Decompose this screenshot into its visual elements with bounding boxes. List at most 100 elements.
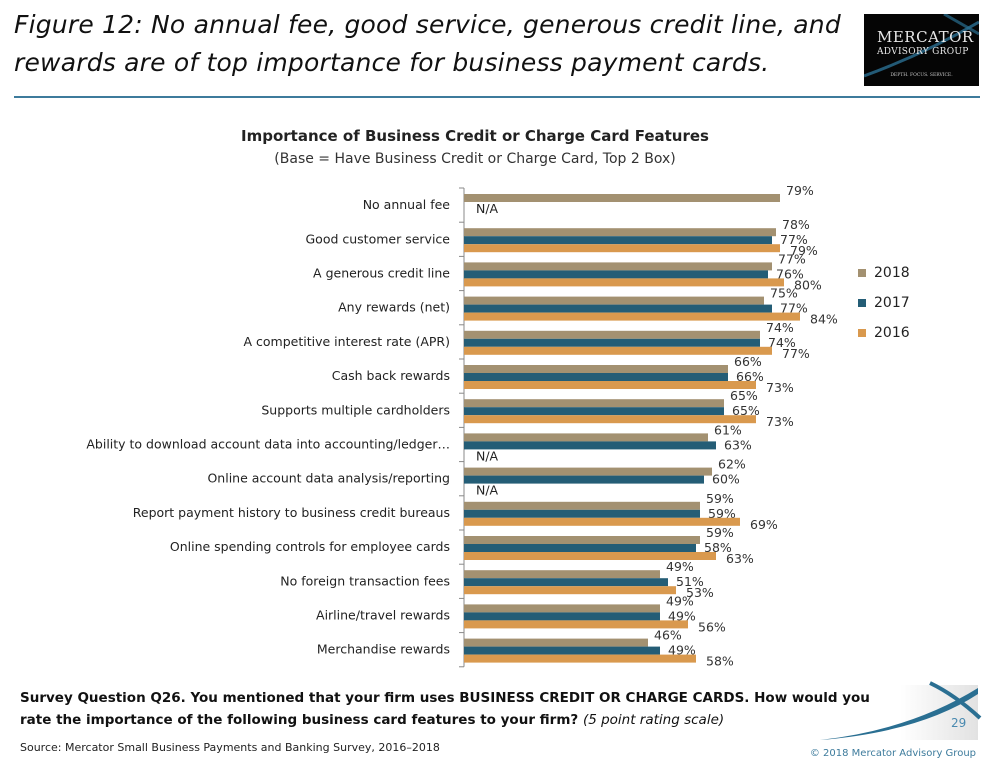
title-divider xyxy=(14,96,980,98)
category-label: Online account data analysis/reporting xyxy=(207,471,450,486)
bar-2017 xyxy=(464,441,716,450)
data-label: 78% xyxy=(782,217,810,232)
data-label: 73% xyxy=(766,380,794,395)
data-label: 63% xyxy=(726,551,754,566)
data-label: 59% xyxy=(706,491,734,506)
category-label: Merchandise rewards xyxy=(317,642,450,657)
footer-swoosh-icon xyxy=(820,681,982,740)
na-label: N/A xyxy=(476,201,499,216)
legend-item-2016: 2016 xyxy=(858,318,910,348)
data-label: 49% xyxy=(668,608,696,623)
slide-title: Figure 12: No annual fee, good service, … xyxy=(14,10,841,77)
category-label: No annual fee xyxy=(363,197,451,212)
bar-2016 xyxy=(464,586,676,595)
bar-2018 xyxy=(464,467,712,476)
data-label: 46% xyxy=(654,628,682,643)
category-label: A competitive interest rate (APR) xyxy=(244,334,450,349)
data-label: 73% xyxy=(766,414,794,429)
data-label: 77% xyxy=(782,346,810,361)
bar-2017 xyxy=(464,304,772,313)
bar-2017 xyxy=(464,373,728,381)
data-label: 58% xyxy=(706,654,734,669)
bar-2018 xyxy=(464,262,772,271)
data-label: 80% xyxy=(794,277,822,292)
bar-2018 xyxy=(464,604,660,613)
data-label: 84% xyxy=(810,312,838,327)
bar-2018 xyxy=(464,536,700,544)
data-label: 66% xyxy=(736,369,764,384)
data-label: 69% xyxy=(750,517,778,532)
category-label: No foreign transaction fees xyxy=(280,573,450,588)
data-label: 59% xyxy=(708,506,736,521)
data-label: 49% xyxy=(666,593,694,608)
bar-2018 xyxy=(464,228,776,237)
legend-swatch xyxy=(858,329,866,337)
chart-legend: 2018 2017 2016 xyxy=(858,258,910,348)
bar-2017 xyxy=(464,270,768,279)
category-label: Report payment history to business credi… xyxy=(133,505,450,520)
legend-item-2017: 2017 xyxy=(858,288,910,318)
bar-2018 xyxy=(464,433,708,442)
source-note: Source: Mercator Small Business Payments… xyxy=(20,741,440,754)
bar-2018 xyxy=(464,570,660,579)
logo-line1: MERCATOR xyxy=(877,28,974,46)
bar-2017 xyxy=(464,612,660,621)
category-label: Airline/travel rewards xyxy=(316,608,450,623)
mercator-logo: MERCATOR ADVISORY GROUP DEPTH. FOCUS. SE… xyxy=(864,14,979,86)
bar-2016 xyxy=(464,517,740,526)
chart-title: Importance of Business Credit or Charge … xyxy=(241,127,709,145)
data-label: 77% xyxy=(778,251,806,266)
bar-2017 xyxy=(464,407,724,416)
category-label: Good customer service xyxy=(305,231,450,246)
legend-label: 2018 xyxy=(874,265,910,281)
legend-label: 2016 xyxy=(874,325,910,341)
data-label: 61% xyxy=(714,422,742,437)
data-label: 79% xyxy=(790,243,818,258)
data-label: 77% xyxy=(780,232,808,247)
bar-2016 xyxy=(464,381,756,389)
data-label: 59% xyxy=(706,525,734,540)
data-label: 53% xyxy=(686,585,714,600)
bar-2018 xyxy=(464,194,780,202)
bar-2016 xyxy=(464,244,780,253)
category-label: Ability to download account data into ac… xyxy=(86,437,450,452)
category-label: Any rewards (net) xyxy=(338,300,450,315)
na-label: N/A xyxy=(476,483,499,498)
bar-2017 xyxy=(464,578,668,587)
data-label: 79% xyxy=(786,183,814,198)
data-label: 77% xyxy=(780,301,808,316)
legend-item-2018: 2018 xyxy=(858,258,910,288)
survey-question: Survey Question Q26. You mentioned that … xyxy=(20,687,900,731)
bar-2016 xyxy=(464,278,784,287)
category-label: Supports multiple cardholders xyxy=(261,402,450,417)
category-label: A generous credit line xyxy=(313,266,450,281)
bar-2018 xyxy=(464,501,700,510)
data-label: 75% xyxy=(770,286,798,301)
bar-2017 xyxy=(464,236,772,245)
bar-2016 xyxy=(464,620,688,629)
bar-2016 xyxy=(464,415,756,424)
data-label: 65% xyxy=(732,403,760,418)
bar-2018 xyxy=(464,638,648,647)
logo-line2: ADVISORY GROUP xyxy=(877,47,969,57)
data-label: 74% xyxy=(766,320,794,335)
page-number: 29 xyxy=(951,716,967,730)
bar-2016 xyxy=(464,552,716,560)
survey-question-note: (5 point rating scale) xyxy=(582,712,725,728)
bar-2016 xyxy=(464,654,696,663)
chart-subtitle: (Base = Have Business Credit or Charge C… xyxy=(274,151,676,167)
data-label: 63% xyxy=(724,437,752,452)
bar-2017 xyxy=(464,338,760,347)
bar-2017 xyxy=(464,475,704,484)
legend-swatch xyxy=(858,269,866,277)
bar-2018 xyxy=(464,330,760,339)
bar-2018 xyxy=(464,399,724,408)
data-label: 66% xyxy=(734,354,762,369)
bar-2016 xyxy=(464,312,800,321)
data-label: 56% xyxy=(698,619,726,634)
data-label: 60% xyxy=(712,472,740,487)
data-label: 74% xyxy=(768,335,796,350)
data-label: 62% xyxy=(718,457,746,472)
category-label: Online spending controls for employee ca… xyxy=(170,539,450,554)
